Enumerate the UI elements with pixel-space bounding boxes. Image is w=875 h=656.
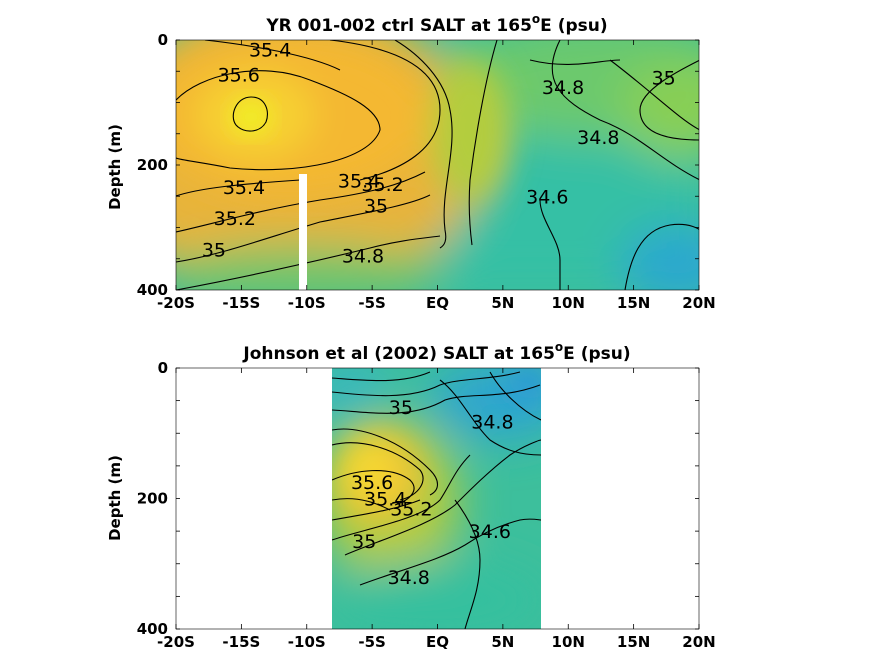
- bottom-x-tick-label: -10S: [288, 633, 326, 651]
- contour-label: 35: [202, 239, 226, 261]
- top-x-tick-label: 15N: [617, 294, 650, 312]
- top-panel: YR 001-002 ctrl SALT at 165oE (psu): [106, 12, 716, 312]
- bottom-x-tick-label: 5N: [491, 633, 514, 651]
- contour-label: 35: [389, 397, 413, 419]
- contour-label: 35.2: [390, 498, 432, 520]
- contour-label: 35.4: [364, 489, 406, 511]
- top-y-axis-label: Depth (m): [106, 124, 124, 210]
- contour-label: 34.8: [388, 567, 430, 589]
- top-x-tick-label: -20S: [157, 294, 195, 312]
- top-x-tick-label: EQ: [426, 294, 449, 312]
- contour-label: 34.8: [342, 246, 384, 268]
- top-x-tick-label: 20N: [682, 294, 715, 312]
- contour-label: 35.4: [249, 39, 291, 61]
- bottom-y-tick-label: 200: [137, 490, 168, 508]
- contour-label: 34.6: [526, 186, 568, 208]
- bottom-salinity-field: [332, 368, 541, 629]
- bottom-contour-labels: 35 34.8 35.635.435.2 34.6 35 34.8: [351, 397, 514, 589]
- contour-label: 34.6: [469, 521, 511, 543]
- top-contour-lines: [176, 40, 699, 290]
- bottom-x-tick-label: 20N: [682, 633, 715, 651]
- top-y-tick-label: 400: [137, 281, 168, 299]
- contour-label: 34.8: [471, 412, 513, 434]
- bottom-x-tick-label: 10N: [552, 633, 585, 651]
- top-x-tick-label: 10N: [552, 294, 585, 312]
- top-salinity-field: [176, 40, 699, 290]
- bottom-contour-lines: [332, 371, 541, 629]
- contour-label: 35: [652, 68, 676, 90]
- contour-label: 35.2: [361, 174, 403, 196]
- bottom-y-tick-label: 400: [137, 620, 168, 638]
- bottom-y-tick-label: 0: [158, 359, 168, 377]
- contour-label: 35.4: [223, 177, 265, 199]
- contour-label: 35.2: [214, 208, 256, 230]
- top-x-tick-label: 5N: [491, 294, 514, 312]
- top-axes: -20S -15S -10S -5S EQ 5N 10N 15N 20N 0 200 400: [137, 31, 716, 312]
- top-title: YR 001-002 ctrl SALT at 165oE (psu): [265, 12, 607, 36]
- bottom-panel: Johnson et al (2002) SALT at 165oE (psu): [106, 340, 716, 651]
- bottom-y-axis-label: Depth (m): [106, 455, 124, 541]
- contour-label: 35: [352, 531, 376, 553]
- bottom-x-tick-label: -20S: [157, 633, 195, 651]
- bottom-x-tick-label: 15N: [617, 633, 650, 651]
- contour-label: 34.8: [577, 127, 619, 149]
- missing-data-strip: [299, 174, 307, 290]
- bottom-title: Johnson et al (2002) SALT at 165oE (psu): [242, 340, 630, 364]
- bottom-x-tick-label: -15S: [222, 633, 260, 651]
- bottom-axes: -20S -15S -10S -5S EQ 5N 10N 15N 20N 0 200 400: [137, 359, 716, 651]
- bottom-x-tick-label: EQ: [426, 633, 449, 651]
- top-x-tick-label: -15S: [222, 294, 260, 312]
- top-y-tick-label: 200: [137, 156, 168, 174]
- contour-label: 34.8: [542, 77, 584, 99]
- contour-label: 35.6: [351, 472, 393, 494]
- top-y-tick-label: 0: [158, 31, 168, 49]
- top-x-tick-label: -5S: [358, 294, 385, 312]
- contour-label: 35.4: [338, 171, 380, 193]
- bottom-x-tick-label: -5S: [358, 633, 385, 651]
- top-x-tick-label: -10S: [288, 294, 326, 312]
- contour-label: 35: [364, 196, 388, 218]
- contour-label: 35.6: [218, 64, 260, 86]
